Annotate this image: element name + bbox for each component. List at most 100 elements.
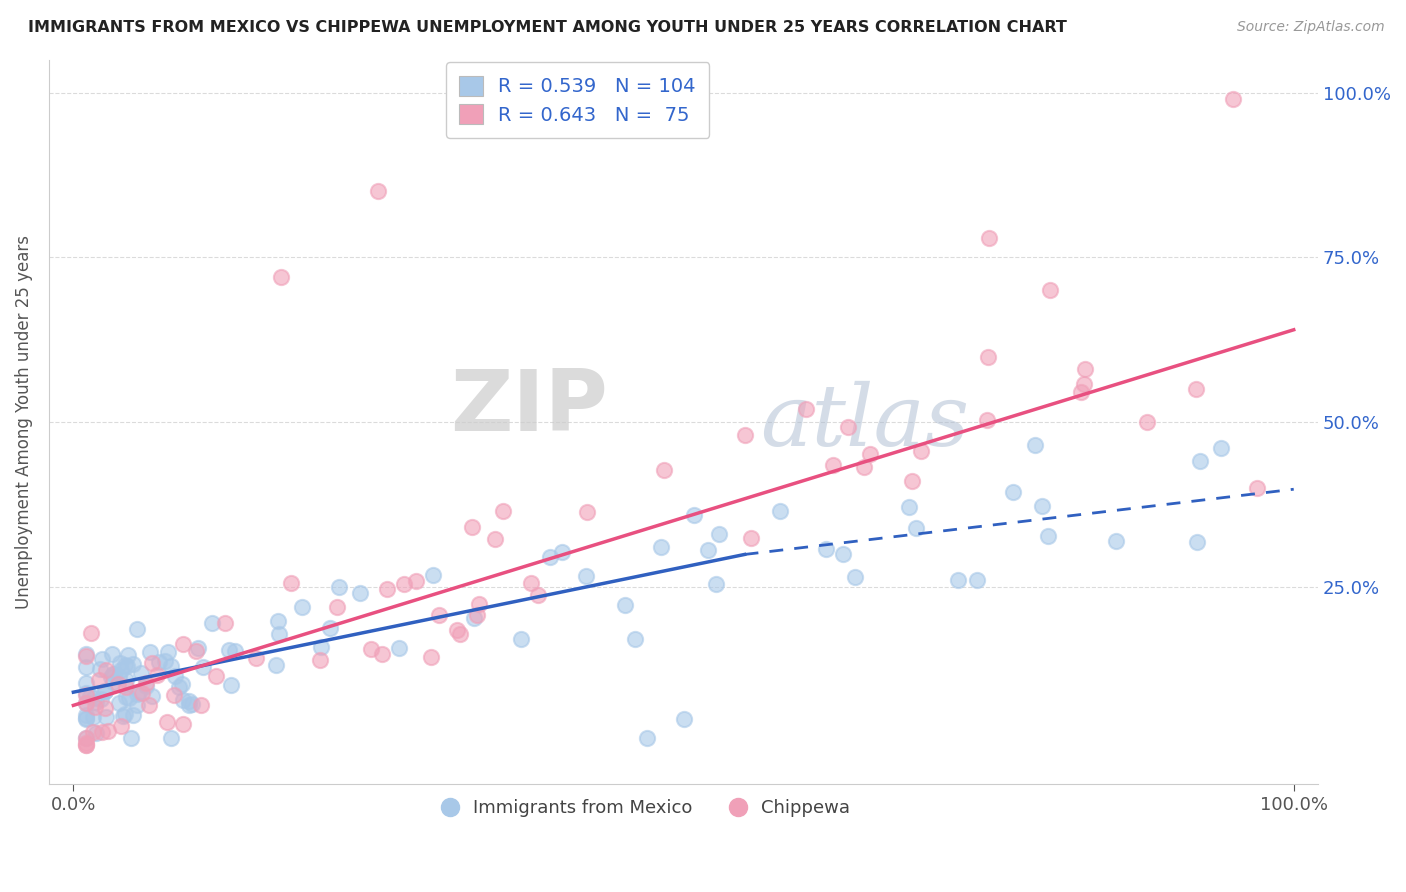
Point	[371, 647, 394, 661]
Point	[264, 657, 287, 672]
Point	[551, 545, 574, 559]
Point	[267, 614, 290, 628]
Point	[75, 708, 97, 723]
Point	[901, 474, 924, 488]
Point	[575, 568, 598, 582]
Point	[121, 657, 143, 671]
Point	[94, 684, 117, 698]
Point	[650, 540, 672, 554]
Point	[177, 698, 200, 712]
Point	[1246, 481, 1268, 495]
Point	[219, 677, 242, 691]
Point	[170, 676, 193, 690]
Point	[831, 547, 853, 561]
Point	[1024, 438, 1046, 452]
Point	[125, 687, 148, 701]
Point	[318, 621, 340, 635]
Point	[114, 706, 136, 721]
Point	[187, 641, 209, 656]
Point	[101, 667, 124, 681]
Point	[769, 504, 792, 518]
Point	[141, 689, 163, 703]
Point	[181, 698, 204, 712]
Point	[204, 669, 226, 683]
Point	[309, 640, 332, 655]
Point	[80, 626, 103, 640]
Point	[328, 580, 350, 594]
Point	[422, 567, 444, 582]
Point	[1070, 385, 1092, 400]
Point	[84, 695, 107, 709]
Point	[672, 712, 695, 726]
Point	[83, 690, 105, 705]
Point	[75, 736, 97, 750]
Point	[852, 460, 875, 475]
Point	[1073, 362, 1095, 376]
Point	[1073, 376, 1095, 391]
Point	[120, 731, 142, 746]
Point	[84, 726, 107, 740]
Point	[75, 660, 97, 674]
Point	[177, 694, 200, 708]
Point	[823, 458, 845, 473]
Point	[75, 647, 97, 661]
Point	[467, 608, 489, 623]
Point	[184, 643, 207, 657]
Point	[794, 401, 817, 416]
Point	[75, 738, 97, 752]
Point	[837, 420, 859, 434]
Point	[173, 637, 195, 651]
Point	[683, 508, 706, 523]
Point	[114, 658, 136, 673]
Point	[377, 582, 399, 596]
Point	[110, 663, 132, 677]
Point	[510, 632, 533, 646]
Point	[484, 532, 506, 546]
Text: ZIP: ZIP	[450, 366, 607, 449]
Point	[224, 644, 246, 658]
Text: Source: ZipAtlas.com: Source: ZipAtlas.com	[1237, 20, 1385, 34]
Point	[1039, 283, 1062, 297]
Point	[367, 185, 389, 199]
Point	[75, 676, 97, 690]
Point	[245, 651, 267, 665]
Point	[163, 688, 186, 702]
Point	[976, 413, 998, 427]
Point	[148, 655, 170, 669]
Point	[291, 600, 314, 615]
Point	[121, 707, 143, 722]
Point	[108, 670, 131, 684]
Point	[734, 428, 756, 442]
Point	[75, 711, 97, 725]
Point	[844, 570, 866, 584]
Point	[814, 541, 837, 556]
Y-axis label: Unemployment Among Youth under 25 years: Unemployment Among Youth under 25 years	[15, 235, 32, 609]
Point	[405, 574, 427, 588]
Point	[1038, 529, 1060, 543]
Point	[388, 640, 411, 655]
Point	[326, 600, 349, 615]
Point	[977, 230, 1000, 244]
Point	[115, 690, 138, 705]
Point	[613, 598, 636, 612]
Point	[526, 588, 548, 602]
Point	[156, 645, 179, 659]
Point	[75, 649, 97, 664]
Point	[191, 660, 214, 674]
Point	[131, 686, 153, 700]
Point	[218, 643, 240, 657]
Point	[115, 673, 138, 688]
Text: IMMIGRANTS FROM MEXICO VS CHIPPEWA UNEMPLOYMENT AMONG YOUTH UNDER 25 YEARS CORRE: IMMIGRANTS FROM MEXICO VS CHIPPEWA UNEMP…	[28, 20, 1067, 35]
Point	[446, 623, 468, 637]
Point	[1185, 382, 1208, 396]
Point	[141, 657, 163, 671]
Text: atlas: atlas	[759, 381, 969, 463]
Point	[75, 696, 97, 710]
Point	[419, 650, 441, 665]
Point	[1222, 92, 1244, 106]
Point	[463, 610, 485, 624]
Point	[146, 668, 169, 682]
Point	[492, 503, 515, 517]
Point	[139, 645, 162, 659]
Point	[103, 667, 125, 681]
